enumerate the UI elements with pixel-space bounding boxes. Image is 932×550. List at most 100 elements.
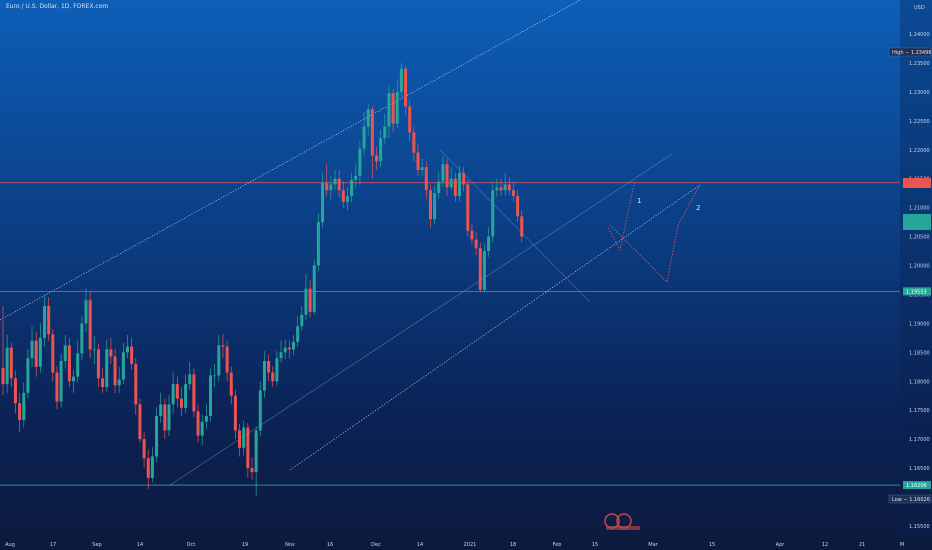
candle-body — [487, 236, 491, 252]
candle-body — [312, 265, 316, 312]
candle-body — [267, 360, 271, 373]
diagonal-trend-line — [439, 149, 591, 303]
candle-body — [333, 178, 337, 185]
candle-body — [121, 352, 125, 380]
candle-body — [345, 196, 349, 202]
candle-body — [507, 184, 511, 191]
candle-body — [238, 430, 242, 448]
time-axis-panel — [0, 538, 932, 550]
candle-body — [316, 222, 320, 266]
candle-body — [287, 347, 291, 350]
candle-body — [379, 138, 383, 162]
candle-body — [242, 427, 246, 448]
candle-body — [155, 415, 159, 457]
low-level-badge-label: 1.16206 — [906, 483, 927, 489]
candle-body — [474, 239, 478, 249]
candle-body — [511, 190, 515, 197]
x-tick-label: Apr — [776, 542, 786, 548]
candle-body — [96, 349, 100, 379]
candle-body — [341, 190, 345, 202]
candle-body — [308, 288, 312, 312]
candle-body — [491, 190, 495, 237]
candle-body — [254, 430, 258, 473]
x-tick-label: 14 — [417, 542, 423, 548]
candle-body — [478, 248, 482, 290]
y-tick-label: 1.17500 — [909, 408, 930, 414]
candle-body — [304, 288, 308, 315]
x-tick-label: 15 — [592, 542, 598, 548]
candle-body — [250, 468, 254, 473]
y-tick-label: 1.19000 — [909, 321, 930, 327]
high-label: High − 1.23496 — [892, 50, 932, 56]
candle-body — [5, 347, 9, 385]
candle-body — [171, 384, 175, 405]
candle-body — [358, 148, 362, 176]
low-label: Low − 1.16026 — [892, 497, 930, 503]
x-tick-label: Oct — [187, 542, 196, 548]
candle-body — [233, 395, 237, 431]
candle-body — [449, 178, 453, 188]
candle-body — [209, 375, 212, 416]
candle-body — [458, 172, 461, 197]
candle-body — [453, 178, 457, 197]
x-tick-label: 17 — [50, 542, 56, 548]
candle-body — [499, 187, 503, 191]
candle-body — [321, 182, 325, 223]
y-tick-label: 1.15500 — [909, 524, 930, 530]
y-tick-label: 1.21000 — [909, 206, 930, 212]
x-tick-label: 21 — [859, 542, 865, 548]
watermark-logo — [604, 513, 640, 530]
candle-body — [47, 306, 51, 335]
candle-body — [424, 167, 428, 191]
candle-body — [109, 349, 113, 357]
candle-body — [470, 230, 474, 240]
y-tick-label: 1.20500 — [909, 235, 930, 241]
candle-body — [38, 337, 42, 367]
candle-body — [246, 427, 250, 469]
x-tick-label: Feb — [553, 542, 562, 548]
candle-body — [76, 353, 80, 377]
candle-body — [482, 251, 486, 290]
candle-body — [262, 360, 266, 391]
x-tick-label: Nov — [285, 542, 295, 548]
candle-body — [279, 352, 283, 359]
candle-body — [92, 349, 96, 351]
projection-label-1: 1 — [637, 197, 641, 205]
resistance-badge — [903, 178, 931, 188]
candle-body — [354, 175, 358, 180]
mid-channel-line — [169, 153, 673, 486]
candle-body — [229, 372, 233, 396]
candle-body — [258, 390, 262, 431]
candle-body — [59, 360, 63, 402]
candle-body — [55, 372, 59, 402]
candle-body — [399, 68, 403, 92]
candle-body — [412, 132, 416, 153]
candle-body — [296, 326, 300, 342]
x-tick-label: 19 — [242, 542, 248, 548]
candle-body — [200, 421, 204, 436]
candle-body — [192, 374, 196, 412]
candle-body — [271, 372, 275, 382]
y-tick-label: 1.22500 — [909, 119, 930, 125]
candle-body — [18, 403, 22, 421]
candle-body — [395, 91, 399, 124]
projection-path-2 — [609, 184, 701, 283]
candle-body — [350, 179, 354, 197]
candle-body — [188, 374, 192, 385]
y-tick-label: 1.20000 — [909, 264, 930, 270]
price-axis-panel — [900, 0, 932, 550]
candle-body — [495, 187, 499, 191]
x-tick-label: 18 — [510, 542, 516, 548]
projection-path-1 — [607, 179, 636, 252]
candle-body — [337, 178, 341, 191]
current-price-badge — [903, 214, 931, 230]
candle-body — [420, 167, 424, 171]
candle-body — [26, 358, 30, 393]
candle-body — [217, 345, 221, 376]
x-tick-label: 16 — [327, 542, 333, 548]
candle-body — [428, 190, 432, 220]
x-tick-label: M — [900, 542, 904, 548]
candle-body — [466, 184, 470, 231]
